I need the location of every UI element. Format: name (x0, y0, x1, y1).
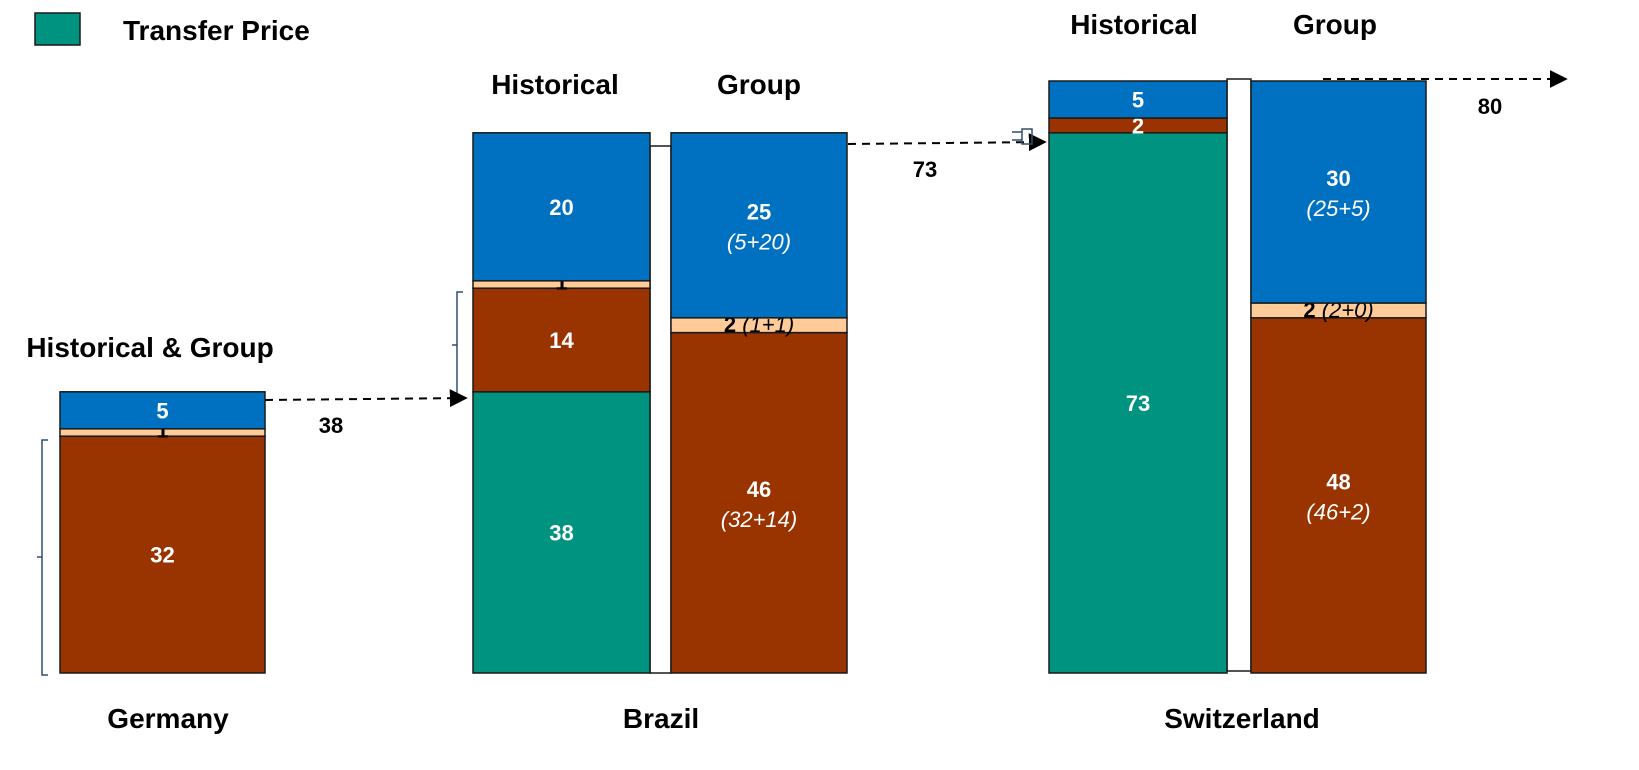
brazil-label: Brazil (623, 703, 699, 734)
bar-label-switzerland-1-0: 48 (1326, 469, 1350, 494)
arrow-germany-to-brazil (264, 389, 468, 408)
switzerland-group-header: Group (1293, 9, 1377, 40)
bar-segment-switzerland-1-2 (1250, 80, 1427, 304)
brazil-group-header: Group (717, 69, 801, 100)
switzerland-label: Switzerland (1164, 703, 1320, 734)
bar-label-switzerland-0-0: 73 (1126, 391, 1150, 416)
germany-bracket (37, 439, 48, 676)
bar-label-brazil-1-2: 25 (747, 199, 771, 224)
germany-label: Germany (107, 703, 229, 734)
bar-label-brazil-1-0: 46 (747, 477, 771, 502)
bar-segment-brazil-0-0 (472, 391, 651, 674)
bar-label-switzerland-0-2: 5 (1132, 88, 1144, 113)
bar-label-germany-0-0: 32 (150, 543, 174, 568)
bar-segment-switzerland-1-0 (1250, 317, 1427, 674)
bar-label-brazil-0-3: 20 (549, 195, 573, 220)
switzerland-bracket-mark (1012, 128, 1033, 145)
legend-swatch (34, 12, 81, 46)
bar-segment-brazil-0-3 (472, 132, 651, 282)
bar-segment-germany-0-2 (59, 391, 266, 430)
arrow-label-80: 80 (1478, 94, 1502, 119)
bar-segment-brazil-1-2 (670, 132, 848, 319)
legend-label: Transfer Price (123, 15, 310, 46)
switzerland-historical-header: Historical (1070, 9, 1198, 40)
bar-segment-switzerland-0-0 (1048, 132, 1228, 674)
bar-segment-brazil-0-1 (472, 287, 651, 393)
germany-panel-header: Historical & Group (26, 332, 273, 363)
bar-sublabel-switzerland-1-0: (46+2) (1306, 499, 1370, 524)
arrow-label-73: 73 (913, 157, 937, 182)
bar-label-switzerland-1-2: 30 (1326, 166, 1350, 191)
bar-segment-brazil-1-0 (670, 331, 848, 674)
bar-label-germany-0-2: 5 (156, 398, 168, 423)
brazil-historical-header: Historical (491, 69, 619, 100)
bar-segment-switzerland-0-2 (1048, 80, 1228, 119)
bar-sublabel-brazil-1-2: (5+20) (727, 229, 791, 254)
bar-label-brazil-0-1: 14 (549, 328, 574, 353)
brazil-gap (649, 145, 672, 674)
arrow-brazil-to-switzerland (847, 133, 1047, 152)
brazil-bracket (452, 291, 463, 399)
bar-label-switzerland-0-1: 2 (1132, 113, 1144, 138)
bar-sublabel-switzerland-1-2: (25+5) (1306, 196, 1370, 221)
bar-sublabel-brazil-1-0: (32+14) (721, 507, 797, 532)
arrow-label-38: 38 (319, 413, 343, 438)
bar-segment-germany-0-0 (59, 435, 266, 674)
switzerland-gap (1226, 78, 1252, 672)
bar-label-brazil-0-0: 38 (549, 520, 573, 545)
